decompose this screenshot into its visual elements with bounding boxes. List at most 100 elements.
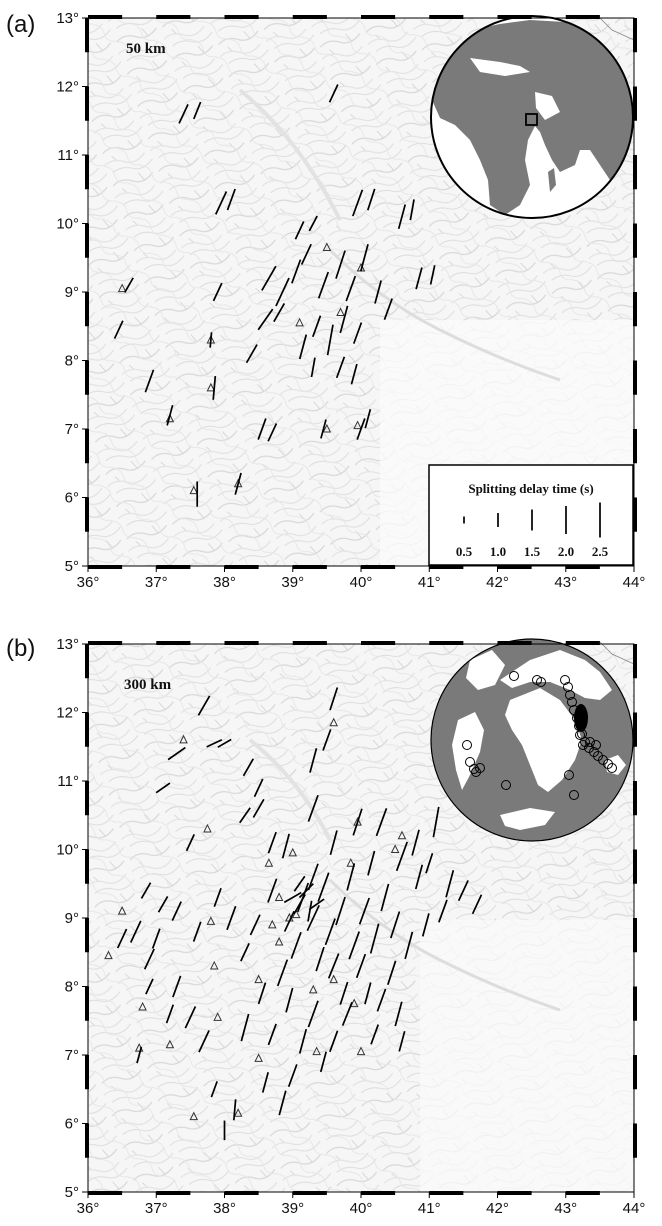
globe-b-antarctica	[500, 808, 555, 830]
splitting-bar	[306, 904, 320, 932]
splitting-bar	[275, 277, 290, 307]
event-circle	[564, 770, 574, 780]
frame-segment	[85, 155, 89, 190]
splitting-bar	[425, 852, 434, 874]
splitting-bar	[267, 1023, 277, 1046]
splitting-bar	[438, 899, 448, 923]
frame-segment	[85, 849, 89, 884]
splitting-bar	[346, 863, 356, 891]
frame-segment	[361, 565, 396, 569]
splitting-bar	[257, 308, 274, 331]
globe-a-madagascar	[548, 168, 556, 192]
splitting-bar	[165, 1004, 175, 1024]
splitting-bar	[421, 913, 430, 937]
station-triangle	[312, 1046, 321, 1056]
splitting-bar	[287, 1064, 298, 1088]
splitting-bar	[324, 918, 336, 946]
station-triangle	[104, 950, 113, 960]
splitting-bar	[404, 931, 414, 960]
splitting-bar	[283, 910, 295, 932]
splitting-bar	[144, 369, 155, 393]
x-tick-label: 42°	[486, 1200, 509, 1217]
panel-a-inset-globe	[430, 15, 635, 219]
panel-b-depth-label: 300 km	[124, 677, 172, 693]
splitting-bar	[273, 303, 286, 323]
splitting-bar	[414, 864, 424, 890]
splitting-bar	[151, 928, 161, 949]
frame-segment	[156, 641, 191, 645]
splitting-bar	[145, 978, 154, 995]
station-triangle	[346, 858, 356, 867]
station-triangle	[295, 317, 304, 327]
frame-segment	[88, 1191, 123, 1195]
splitting-bar	[380, 883, 390, 912]
frame-segment	[497, 565, 532, 569]
station-triangle	[336, 307, 345, 317]
splitting-bar	[209, 332, 213, 348]
splitting-bar	[394, 1001, 403, 1027]
splitting-bar	[429, 265, 436, 285]
frame-segment	[88, 565, 123, 569]
panel-a: 50 km Splitting delay time (s) 0.5 1.0 1…	[56, 10, 645, 591]
legend-value-1-0: 1.0	[490, 544, 506, 559]
y-tick-label: 12°	[56, 705, 79, 722]
panel-b-inset-globe	[430, 638, 635, 842]
x-tick-label: 38°	[213, 574, 236, 591]
splitting-bar	[298, 1028, 308, 1054]
frame-segment	[85, 781, 89, 816]
panel-b-x-ticks: 36° 37° 38° 39° 40° 41° 42° 43° 44°	[77, 1192, 646, 1217]
frame-segment	[85, 292, 89, 327]
globe-b-event-circles	[462, 671, 617, 800]
event-cluster	[574, 704, 588, 732]
splitting-bar	[358, 897, 370, 925]
station-triangle	[267, 919, 277, 929]
splitting-bar	[320, 419, 327, 439]
frame-segment	[633, 86, 637, 121]
x-tick-label: 36°	[77, 574, 100, 591]
x-tick-label: 44°	[623, 1200, 646, 1217]
y-tick-label: 10°	[56, 842, 79, 859]
station-triangle	[165, 1039, 175, 1049]
station-triangle	[189, 1111, 199, 1121]
splitting-bar	[214, 191, 228, 215]
panel-a-split-bars	[113, 84, 436, 507]
frame-segment	[85, 429, 89, 464]
splitting-bar	[335, 356, 346, 379]
splitting-bar	[210, 1081, 218, 1098]
panel-a-legend: Splitting delay time (s) 0.5 1.0 1.5 2.0…	[428, 464, 634, 566]
station-triangle	[117, 906, 127, 915]
frame-segment	[156, 15, 191, 19]
splitting-bar	[206, 739, 223, 748]
event-circle	[585, 737, 595, 747]
frame-segment	[292, 15, 327, 19]
frame-segment	[497, 1191, 532, 1195]
station-triangle	[353, 420, 362, 430]
splitting-bar	[395, 841, 409, 872]
event-circle	[607, 763, 617, 773]
event-circle	[565, 690, 575, 700]
y-tick-label: 11°	[57, 773, 79, 790]
splitting-bar	[312, 315, 322, 338]
panel-a-depth-label: 50 km	[126, 41, 166, 57]
y-tick-label: 10°	[56, 216, 79, 233]
splitting-bar	[226, 188, 236, 211]
splitting-bar	[294, 221, 305, 240]
frame-segment	[224, 641, 259, 645]
x-tick-label: 41°	[418, 1200, 441, 1217]
splitting-bar	[290, 931, 302, 959]
splitting-bar	[375, 807, 388, 837]
splitting-bar	[327, 953, 340, 979]
splitting-bar	[298, 334, 308, 360]
splitting-bar	[184, 1006, 197, 1029]
station-triangle	[356, 1046, 366, 1056]
globe-b-north-america	[466, 650, 505, 690]
splitting-bar	[471, 894, 483, 915]
station-triangle	[254, 1053, 263, 1062]
frame-segment	[633, 429, 637, 464]
event-circle	[569, 790, 579, 800]
splitting-bar	[257, 982, 267, 1005]
splitting-bar	[212, 282, 223, 302]
event-circle	[591, 740, 601, 750]
splitting-bar	[317, 872, 330, 902]
frame-segment	[292, 1191, 327, 1195]
